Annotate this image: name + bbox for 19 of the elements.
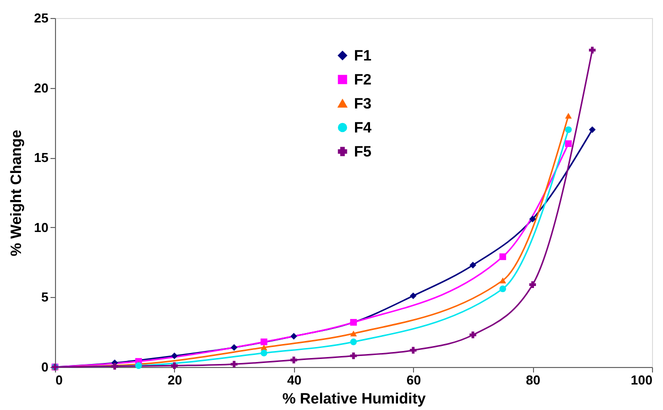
legend-label: F1: [354, 48, 372, 64]
x-tick-label: 20: [168, 372, 182, 388]
x-tick-label: 80: [526, 372, 540, 388]
x-axis-title: % Relative Humidity: [282, 390, 426, 408]
y-tick-label: 20: [34, 80, 48, 96]
y-tick-label: 0: [41, 360, 48, 374]
y-tick-label: 5: [41, 290, 48, 305]
y-axis-title: % Weight Change: [8, 130, 26, 256]
legend-label: F4: [354, 120, 372, 136]
legend-label: F3: [354, 96, 372, 112]
legend-label: F2: [354, 72, 372, 88]
x-tick-label: 100: [630, 372, 652, 388]
y-tick-label: 25: [34, 10, 48, 26]
x-tick-label: 60: [406, 372, 421, 388]
legend-label: F5: [354, 144, 372, 160]
y-tick-label: 10: [34, 220, 48, 235]
x-tick-label: 40: [287, 372, 302, 388]
y-tick-label: 15: [34, 150, 48, 166]
x-tick-label: 0: [56, 372, 63, 388]
